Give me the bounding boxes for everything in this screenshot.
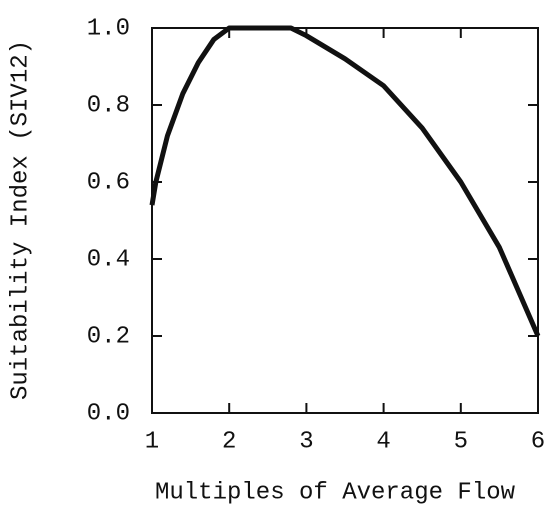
- data-line: [149, 25, 541, 337]
- x-tick-label: 3: [299, 428, 313, 455]
- y-tick-label: 0.8: [87, 92, 130, 119]
- x-tick-label: 2: [222, 428, 236, 455]
- x-tick-label: 5: [454, 428, 468, 455]
- x-tick-label: 6: [531, 428, 545, 455]
- y-tick-label: 0.6: [87, 169, 130, 196]
- y-tick-label: 0.0: [87, 400, 130, 427]
- x-tick-label: 4: [376, 428, 390, 455]
- y-axis-label: Suitability Index (SIV12): [7, 40, 34, 400]
- y-tick-label: 1.0: [87, 15, 130, 42]
- plot-frame: [151, 27, 539, 414]
- y-tick-label: 0.2: [87, 323, 130, 350]
- y-tick-label: 0.4: [87, 246, 130, 273]
- x-tick-label: 1: [145, 428, 159, 455]
- x-axis-label: Multiples of Average Flow: [155, 479, 516, 506]
